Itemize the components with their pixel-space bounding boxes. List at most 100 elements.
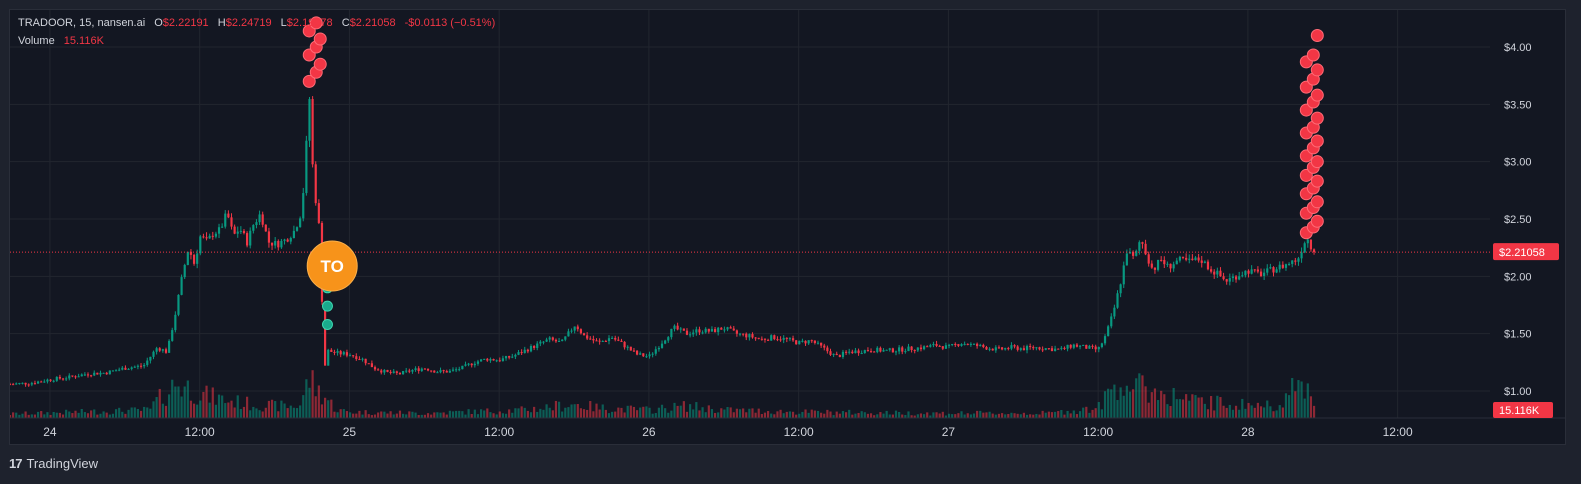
candle-body: [904, 351, 907, 353]
volume-bar: [901, 414, 904, 418]
volume-bar: [1244, 408, 1247, 418]
tradingview-brand: TradingView: [26, 455, 99, 471]
candle-body: [548, 337, 551, 340]
candle-body: [1297, 258, 1300, 262]
candle-body: [748, 334, 751, 338]
volume-bar: [1297, 380, 1300, 418]
candle-body: [61, 378, 65, 380]
candle-body: [398, 372, 402, 375]
x-tick-label: 12:00: [1383, 425, 1413, 439]
volume-bar: [171, 379, 174, 418]
volume-bar: [979, 410, 982, 418]
candle-body: [508, 356, 511, 358]
candle-body: [377, 369, 380, 371]
candle-body: [954, 343, 957, 345]
volume-bar: [604, 409, 607, 418]
volume-bar: [632, 406, 636, 418]
volume-bar: [208, 402, 211, 418]
candle-body: [1054, 348, 1057, 351]
candle-body: [414, 368, 417, 370]
volume-bar: [479, 409, 483, 418]
candle-body: [951, 343, 954, 345]
volume-bar: [1206, 409, 1210, 418]
volume-bar: [420, 414, 423, 418]
candle-body: [236, 231, 239, 234]
volume-bar: [520, 406, 523, 418]
tradingview-attribution[interactable]: 17 TradingView: [9, 454, 98, 472]
volume-bar: [486, 408, 489, 418]
volume-bar: [857, 412, 860, 418]
price-chart[interactable]: TO $4.00 $3.50 $3.00 $2.50 $2.00 $1.50 $1.00 24…: [10, 10, 1566, 445]
candle-body: [317, 203, 320, 223]
candle-body: [885, 349, 888, 351]
volume-bar: [1213, 410, 1216, 418]
volume-bar: [33, 414, 37, 418]
volume-bar: [1156, 400, 1160, 418]
candle-body: [436, 372, 439, 374]
candle-body: [383, 369, 386, 373]
volume-bar: [127, 409, 130, 418]
volume-bar: [1069, 413, 1072, 418]
volume-bar: [1185, 394, 1188, 418]
sell-trade-dot: [1310, 29, 1324, 43]
candle-body: [1238, 276, 1241, 280]
volume-bar: [74, 410, 77, 418]
volume-bar: [698, 410, 701, 418]
volume-bar: [1116, 400, 1119, 418]
candle-body: [492, 358, 495, 361]
candle-body: [445, 370, 448, 373]
candle-body: [517, 352, 520, 355]
volume-bar: [1044, 412, 1047, 418]
volume-bar: [373, 414, 377, 418]
volume-bar: [367, 414, 370, 418]
volume-bar: [1291, 378, 1294, 418]
candle-body: [598, 340, 601, 342]
volume-tag: [1493, 402, 1553, 418]
volume-bar: [635, 410, 639, 418]
volume-bar: [851, 414, 854, 418]
candle-body: [623, 341, 626, 348]
symbol-label[interactable]: TRADOOR, 15, nansen.ai: [18, 17, 146, 29]
candle-body: [579, 329, 583, 334]
volume-bar: [713, 412, 717, 418]
candle-body: [798, 340, 801, 345]
volume-bar: [664, 408, 667, 418]
candle-body: [1247, 270, 1250, 274]
volume-bar: [233, 407, 236, 418]
candle-body: [473, 363, 476, 366]
volume-bar: [514, 408, 517, 418]
volume-bar: [146, 407, 149, 418]
candle-body: [561, 339, 564, 342]
volume-bar: [511, 412, 514, 418]
candle-body: [65, 378, 68, 380]
candle-body: [1169, 263, 1172, 269]
low-key: L: [280, 17, 287, 29]
volume-bar: [246, 396, 249, 418]
candle-body: [926, 346, 929, 348]
candle-body: [1241, 275, 1244, 277]
candle-body: [969, 343, 972, 345]
volume-bar: [55, 412, 58, 418]
candle-body: [654, 349, 657, 354]
candle-body: [1250, 269, 1253, 274]
chart-pane[interactable]: TO $4.00 $3.50 $3.00 $2.50 $2.00 $1.50 $1.00 24…: [9, 9, 1566, 445]
candle-body: [557, 341, 561, 343]
candle-body: [991, 348, 994, 351]
candle-body: [545, 339, 548, 342]
volume-bar: [80, 408, 83, 418]
volume-bar: [954, 414, 957, 418]
volume-bar: [164, 405, 168, 418]
volume-bar: [982, 412, 985, 418]
candle-body: [24, 382, 27, 385]
volume-bar: [1047, 411, 1050, 418]
volume-bar: [27, 414, 30, 418]
volume-bar: [919, 413, 923, 418]
volume-bar: [667, 412, 670, 418]
volume-label[interactable]: Volume: [18, 35, 55, 47]
volume-bar: [65, 409, 68, 418]
candle-body: [1082, 344, 1085, 346]
candle-body: [1150, 263, 1153, 268]
volume-bar: [582, 409, 586, 418]
candle-body: [1016, 346, 1019, 350]
candle-body: [380, 370, 383, 373]
